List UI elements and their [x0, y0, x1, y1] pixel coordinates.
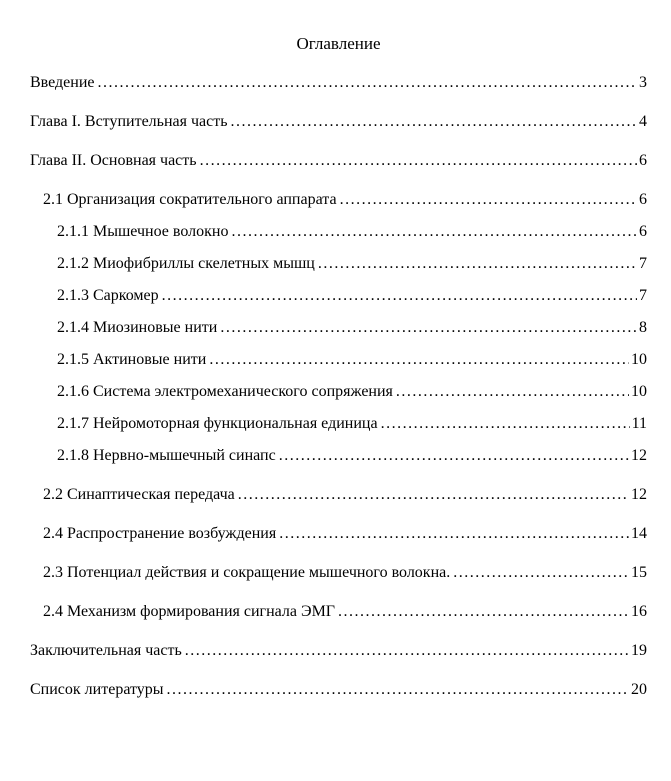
toc-entry-page: 19 — [631, 642, 647, 659]
toc-entry[interactable]: Заключительная часть 19 — [30, 640, 647, 661]
toc-entry-label: 2.4 Механизм формирования сигнала ЭМГ — [43, 603, 336, 620]
toc-entry-label: 2.1.7 Нейромоторная функциональная едини… — [57, 415, 378, 432]
toc-entry-label: Глава II. Основная часть — [30, 152, 197, 169]
toc-entry[interactable]: 2.1.8 Нервно-мышечный синапс 12 — [30, 445, 647, 466]
toc-entry[interactable]: 2.2 Синаптическая передача 12 — [30, 484, 647, 505]
toc-entry[interactable]: 2.4 Распространение возбуждения 14 — [30, 523, 647, 544]
toc-entry-label: 2.1.1 Мышечное волокно — [57, 223, 229, 240]
toc-entry-label: Глава I. Вступительная часть — [30, 113, 228, 130]
page-title: Оглавление — [296, 34, 381, 53]
table-of-contents: Введение 3 Глава I. Вступительная часть … — [30, 72, 647, 700]
toc-entry-page: 11 — [631, 415, 647, 432]
toc-entry-label: Заключительная часть — [30, 642, 182, 659]
toc-entry[interactable]: 2.1.4 Миозиновые нити 8 — [30, 317, 647, 338]
toc-leader-dots — [318, 253, 637, 274]
toc-leader-dots — [162, 285, 637, 306]
toc-leader-dots — [167, 679, 629, 700]
toc-entry[interactable]: Глава II. Основная часть 6 — [30, 150, 647, 171]
toc-entry-page: 16 — [631, 603, 647, 620]
toc-entry[interactable]: Глава I. Вступительная часть 4 — [30, 111, 647, 132]
toc-entry-page: 8 — [639, 319, 647, 336]
toc-leader-dots — [185, 640, 629, 661]
toc-entry-page: 10 — [631, 351, 647, 368]
toc-entry-page: 15 — [631, 564, 647, 581]
toc-entry-page: 6 — [639, 223, 647, 240]
toc-entry-label: 2.2 Синаптическая передача — [43, 486, 235, 503]
toc-entry[interactable]: Введение 3 — [30, 72, 647, 93]
toc-leader-dots — [396, 381, 629, 402]
toc-entry-page: 6 — [639, 152, 647, 169]
toc-entry-label: 2.1.2 Миофибриллы скелетных мышц — [57, 255, 315, 272]
toc-entry[interactable]: 2.1.6 Система электромеханического сопря… — [30, 381, 647, 402]
toc-leader-dots — [200, 150, 637, 171]
toc-entry-label: 2.1.3 Саркомер — [57, 287, 159, 304]
toc-entry-page: 6 — [639, 191, 647, 208]
toc-entry[interactable]: 2.1.3 Саркомер 7 — [30, 285, 647, 306]
toc-entry-page: 14 — [631, 525, 647, 542]
toc-leader-dots — [279, 523, 629, 544]
toc-entry[interactable]: 2.4 Механизм формирования сигнала ЭМГ 16 — [30, 601, 647, 622]
toc-entry-page: 12 — [631, 447, 647, 464]
toc-leader-dots — [238, 484, 629, 505]
toc-entry[interactable]: 2.1.2 Миофибриллы скелетных мышц 7 — [30, 253, 647, 274]
toc-entry-label: 2.1.5 Актиновые нити — [57, 351, 207, 368]
toc-entry-page: 20 — [631, 681, 647, 698]
toc-entry[interactable]: Список литературы 20 — [30, 679, 647, 700]
toc-entry-label: 2.1.8 Нервно-мышечный синапс — [57, 447, 276, 464]
toc-entry[interactable]: 2.1.7 Нейромоторная функциональная едини… — [30, 413, 647, 434]
toc-entry-label: 2.4 Распространение возбуждения — [43, 525, 277, 542]
toc-leader-dots — [340, 189, 637, 210]
toc-entry-page: 7 — [639, 255, 647, 272]
toc-entry-page: 7 — [639, 287, 647, 304]
toc-leader-dots — [381, 413, 630, 434]
toc-entry-label: 2.3 Потенциал действия и сокращение мыше… — [43, 564, 451, 581]
toc-leader-dots — [220, 317, 637, 338]
toc-entry-label: Введение — [30, 74, 95, 91]
toc-entry-page: 10 — [631, 383, 647, 400]
toc-entry-label: 2.1 Организация сократительного аппарата — [43, 191, 337, 208]
toc-entry[interactable]: 2.1 Организация сократительного аппарата… — [30, 189, 647, 210]
toc-entry[interactable]: 2.3 Потенциал действия и сокращение мыше… — [30, 562, 647, 583]
toc-leader-dots — [279, 445, 629, 466]
toc-leader-dots — [209, 349, 629, 370]
toc-entry-label: Список литературы — [30, 681, 164, 698]
toc-entry-page: 12 — [631, 486, 647, 503]
toc-entry-label: 2.1.4 Миозиновые нити — [57, 319, 218, 336]
toc-leader-dots — [338, 601, 629, 622]
toc-leader-dots — [98, 72, 638, 93]
toc-leader-dots — [453, 562, 629, 583]
toc-leader-dots — [231, 111, 637, 132]
toc-leader-dots — [231, 221, 637, 242]
toc-entry-page: 4 — [639, 113, 647, 130]
toc-entry-label: 2.1.6 Система электромеханического сопря… — [57, 383, 393, 400]
toc-entry[interactable]: 2.1.5 Актиновые нити 10 — [30, 349, 647, 370]
toc-entry[interactable]: 2.1.1 Мышечное волокно 6 — [30, 221, 647, 242]
toc-entry-page: 3 — [639, 74, 647, 91]
